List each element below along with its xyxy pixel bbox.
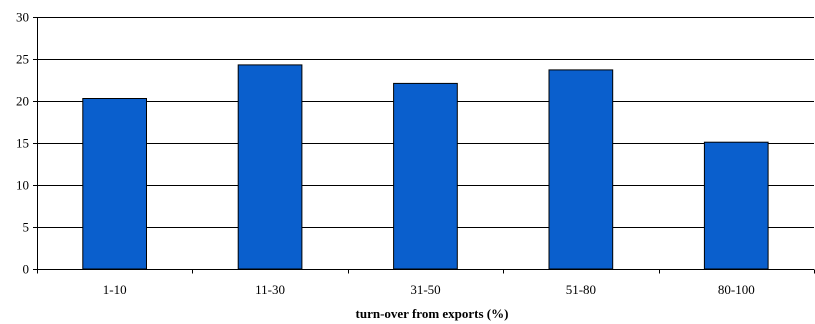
bar-80-100 — [703, 141, 769, 270]
x-tick-labels: 1-10 11-30 31-50 51-80 80-100 — [103, 282, 755, 297]
x-tick-label: 11-30 — [255, 282, 285, 297]
y-tick-label: 0 — [23, 262, 30, 277]
x-axis-title: turn-over from exports (%) — [356, 306, 509, 321]
y-tick-label: 30 — [16, 10, 29, 25]
y-tick-labels: 0 5 10 15 20 25 30 — [16, 10, 29, 277]
x-tick-label: 31-50 — [410, 282, 440, 297]
y-tick-label: 10 — [16, 178, 29, 193]
bar-51-80 — [548, 69, 614, 270]
x-tick-label: 80-100 — [718, 282, 755, 297]
bar-31-50 — [393, 82, 458, 270]
y-tick-label: 20 — [16, 94, 29, 109]
bar-11-30 — [237, 64, 303, 270]
y-tick-label: 25 — [16, 52, 29, 67]
y-tick-label: 15 — [16, 136, 29, 151]
axes — [33, 17, 815, 274]
y-tick-label: 5 — [23, 220, 30, 235]
bar-1-10 — [82, 98, 148, 270]
x-tick-label: 1-10 — [103, 282, 127, 297]
bars — [82, 64, 769, 270]
x-tick-label: 51-80 — [566, 282, 596, 297]
